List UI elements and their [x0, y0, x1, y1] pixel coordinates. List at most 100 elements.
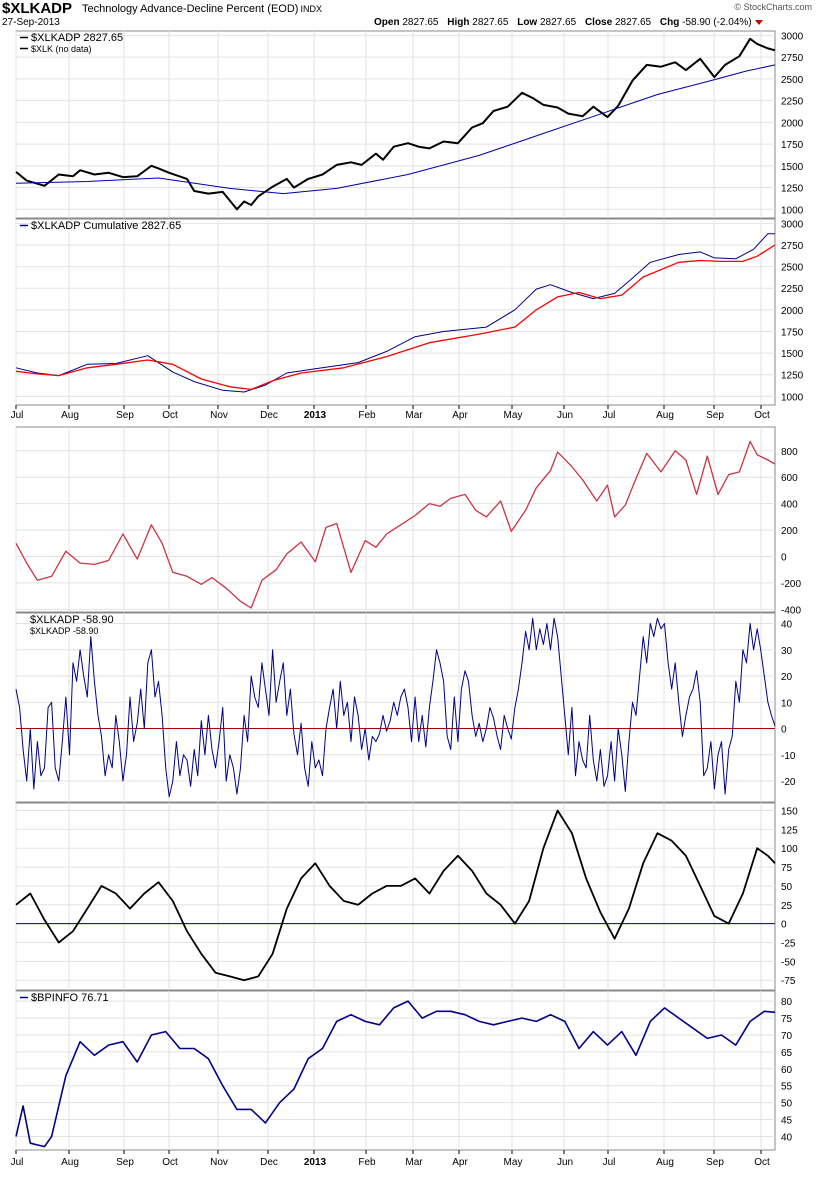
x-tick-label: Aug: [61, 1157, 79, 1168]
y-tick-label: 2750: [781, 53, 804, 64]
y-tick-label: 200: [781, 526, 798, 537]
open-label: Open: [374, 17, 400, 28]
exchange-label: INDX: [300, 4, 322, 14]
x-tick-label: Mar: [405, 410, 423, 421]
y-tick-label: 20: [781, 672, 793, 683]
series-line: [15, 244, 776, 391]
x-tick-label: Apr: [452, 410, 468, 421]
y-tick-label: 1500: [781, 162, 804, 173]
y-tick-label: 400: [781, 500, 798, 511]
y-tick-label: 0: [781, 553, 787, 564]
x-tick-label: Sep: [706, 1157, 724, 1168]
x-tick-label: Nov: [210, 1157, 228, 1168]
legend-entry: $XLKADP 2827.65: [31, 32, 123, 44]
y-tick-label: 30: [781, 646, 793, 657]
series-line: [15, 809, 776, 982]
y-tick-label: 65: [781, 1048, 793, 1059]
x-tick-label: Feb: [358, 1157, 376, 1168]
y-tick-label: 1250: [781, 371, 804, 382]
x-tick-label: Dec: [260, 410, 278, 421]
x-tick-label: Dec: [260, 1157, 278, 1168]
panel-cumulative: 1000 1250 1500 1750 2000 2250 2500 2750 3000 $XLK…: [11, 218, 804, 421]
y-tick-label: -75: [781, 976, 796, 987]
x-tick-label: Sep: [706, 410, 724, 421]
x-tick-label: Sep: [116, 410, 134, 421]
panel-frame: [15, 802, 776, 991]
y-tick-label: -50: [781, 957, 796, 968]
x-tick-label: Jun: [557, 1157, 573, 1168]
x-tick-label: Jul: [603, 410, 616, 421]
y-tick-label: 600: [781, 473, 798, 484]
x-tick-label: Jun: [557, 410, 573, 421]
y-tick-label: 25: [781, 901, 793, 912]
y-tick-label: -20: [781, 777, 796, 788]
y-tick-label: -400: [781, 605, 801, 616]
symbol-title: $XLKADP: [2, 0, 73, 17]
series-line: [15, 617, 776, 798]
stockcharts-credit[interactable]: © StockCharts.com: [734, 2, 812, 12]
y-tick-label: -10: [781, 751, 796, 762]
series-line: [15, 64, 776, 195]
series-line: [15, 440, 776, 609]
y-tick-label: 10: [781, 698, 793, 709]
y-tick-label: 150: [781, 807, 798, 818]
x-tick-label: Sep: [116, 1157, 134, 1168]
chart-date: 27-Sep-2013: [2, 17, 60, 28]
y-tick-label: 1000: [781, 205, 804, 216]
x-tick-label: Nov: [210, 410, 228, 421]
legend-entry: $BPINFO 76.71: [31, 992, 109, 1004]
x-tick-label: Apr: [452, 1157, 468, 1168]
y-tick-label: 55: [781, 1082, 793, 1093]
y-tick-label: 2000: [781, 118, 804, 129]
y-tick-label: 2500: [781, 263, 804, 274]
x-tick-label: 2013: [304, 1157, 327, 1168]
y-tick-label: 2250: [781, 97, 804, 108]
close-value: 2827.65: [614, 17, 652, 28]
high-value: 2827.65: [472, 17, 509, 28]
y-tick-label: 80: [781, 997, 793, 1008]
x-tick-label: Aug: [61, 410, 79, 421]
series-line: [15, 1000, 776, 1148]
legend-entry: $XLK (no data): [31, 44, 92, 54]
panel-oscillator-red: -400 -200 0 200 400 600 800: [15, 426, 801, 616]
y-tick-label: 2750: [781, 241, 804, 252]
y-tick-label: 125: [781, 825, 798, 836]
close-label: Close: [584, 17, 613, 28]
panel-frame: [15, 990, 776, 1151]
y-tick-label: 1250: [781, 184, 804, 195]
legend-entry: $XLKADP -58.90: [30, 626, 98, 636]
x-tick-label: Oct: [162, 1157, 178, 1168]
series-line: [15, 233, 775, 393]
x-tick-label: Oct: [754, 410, 770, 421]
panel-oscillator-black: -75 -50 -25 0 25 50 75 100 125 150: [15, 802, 798, 991]
y-tick-label: 2000: [781, 306, 804, 317]
x-tick-label: Aug: [656, 410, 674, 421]
y-tick-label: 0: [781, 920, 787, 931]
quote-bar: Open 2827.65 High 2827.65 Low 2827.65 Cl…: [368, 17, 763, 28]
y-tick-label: 40: [781, 1132, 793, 1143]
open-value: 2827.65: [402, 17, 439, 28]
description-text: Technology Advance-Decline Percent (EOD): [82, 3, 299, 15]
panel-frame: [15, 30, 776, 219]
y-tick-label: 40: [781, 620, 793, 631]
x-tick-label: Jul: [603, 1157, 616, 1168]
x-tick-label: Oct: [162, 410, 178, 421]
panel-bpinfo: 40 45 50 55 60 65 70 75 80 $BPINFO 76.71 Jul Aug Sep…: [11, 990, 793, 1168]
y-tick-label: 1750: [781, 140, 804, 151]
chart-description: Technology Advance-Decline Percent (EOD)…: [82, 3, 322, 15]
y-tick-label: 60: [781, 1065, 793, 1076]
high-label: High: [447, 17, 470, 28]
x-tick-label: Aug: [656, 1157, 674, 1168]
y-tick-label: 3000: [781, 219, 804, 230]
y-tick-label: 100: [781, 844, 798, 855]
x-tick-label: May: [504, 410, 523, 421]
y-tick-label: 1750: [781, 327, 804, 338]
y-tick-label: 50: [781, 1099, 793, 1110]
y-tick-label: 75: [781, 1014, 793, 1025]
low-label: Low: [517, 17, 538, 28]
y-tick-label: 0: [781, 725, 787, 736]
chg-value: -58.90 (-2.04%): [682, 17, 752, 28]
y-tick-label: 3000: [781, 31, 804, 42]
x-tick-label: Mar: [405, 1157, 423, 1168]
